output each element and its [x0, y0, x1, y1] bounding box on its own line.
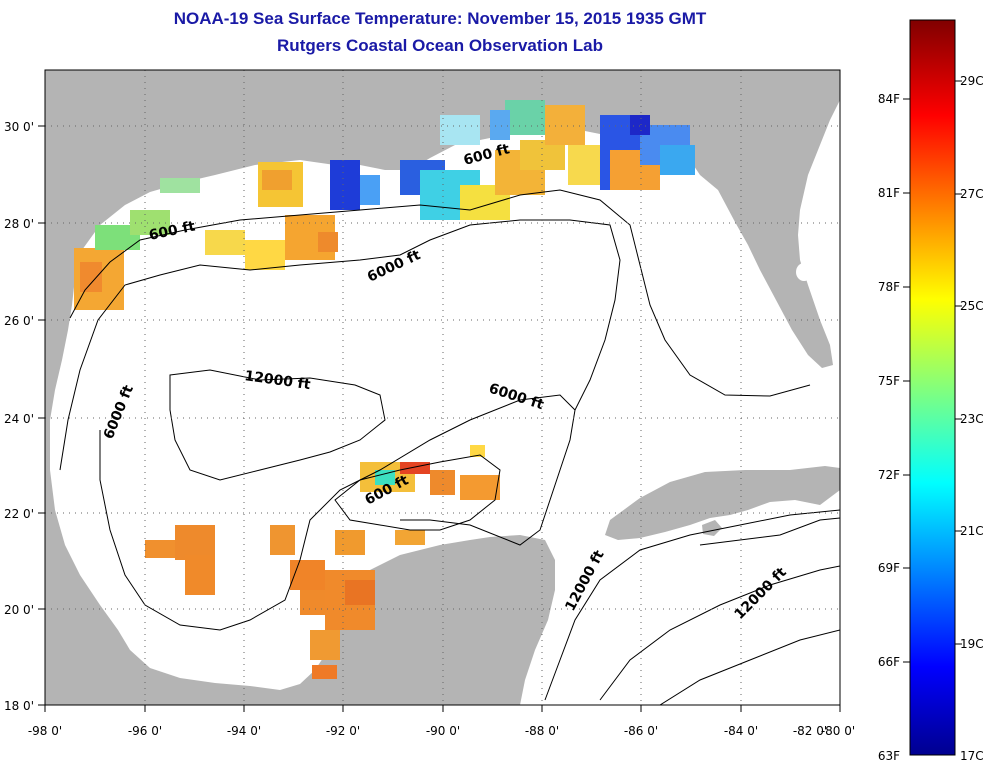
- lon-label: -98 0': [28, 724, 62, 738]
- contour-caribbean-2: [599, 565, 840, 701]
- lat-label: 30 0': [4, 120, 34, 134]
- lat-label: 18 0': [4, 699, 34, 713]
- map-subtitle: Rutgers Coastal Ocean Observation Lab: [277, 36, 603, 55]
- colorbar-f-label: 78F: [878, 280, 900, 294]
- lon-label: -90 0': [426, 724, 460, 738]
- colorbar-c-label: 23C: [960, 412, 984, 426]
- lon-label: -88 0': [525, 724, 559, 738]
- colorbar-ticks: [903, 80, 962, 663]
- colorbar-f-label: 81F: [878, 186, 900, 200]
- colorbar-f-labels: 84F 81F 78F 75F 72F 69F 66F 63F: [878, 92, 900, 763]
- lon-label: -86 0': [624, 724, 658, 738]
- contour-600ft-north: [69, 189, 811, 397]
- lat-label: 20 0': [4, 603, 34, 617]
- contour-12000ft-caribbean: [544, 509, 840, 701]
- contour-caribbean-3: [659, 629, 840, 705]
- lon-label: -96 0': [128, 724, 162, 738]
- lat-label: 24 0': [4, 412, 34, 426]
- lon-label: -92 0': [326, 724, 360, 738]
- frame-ticks: [38, 125, 841, 712]
- colorbar-c-labels: 29C 27C 25C 23C 21C 19C 17C: [960, 74, 984, 763]
- colorbar-f-label: 72F: [878, 468, 900, 482]
- lon-label: -94 0': [227, 724, 261, 738]
- lat-labels: 18 0' 20 0' 22 0' 24 0' 26 0' 28 0' 30 0…: [4, 120, 34, 713]
- lake-okeechobee: [796, 263, 812, 281]
- contour-12000ft: [169, 369, 386, 481]
- contour-600ft-yucatan: [334, 454, 501, 531]
- colorbar-c-label: 21C: [960, 524, 984, 538]
- lat-label: 28 0': [4, 217, 34, 231]
- lon-label: -84 0': [724, 724, 758, 738]
- lon-labels: -98 0' -96 0' -94 0' -92 0' -90 0' -88 0…: [28, 724, 855, 738]
- colorbar-f-label: 66F: [878, 655, 900, 669]
- contour-6000ft-west: [99, 394, 576, 631]
- land-yucatan: [490, 535, 555, 705]
- contour-caribbean-4: [699, 517, 840, 546]
- graticule: [45, 70, 840, 705]
- colorbar-c-label: 27C: [960, 187, 984, 201]
- colorbar: [909, 19, 956, 756]
- map-title: NOAA-19 Sea Surface Temperature: Novembe…: [173, 9, 707, 28]
- colorbar-c-label: 19C: [960, 637, 984, 651]
- colorbar-f-label: 69F: [878, 561, 900, 575]
- colorbar-f-label: 75F: [878, 374, 900, 388]
- colorbar-f-label: 84F: [878, 92, 900, 106]
- contour-6000ft: [59, 219, 621, 546]
- lat-label: 26 0': [4, 314, 34, 328]
- colorbar-f-label: 63F: [878, 749, 900, 763]
- contours: [59, 189, 840, 705]
- colorbar-c-label: 17C: [960, 749, 984, 763]
- lon-label: -80 0': [821, 724, 855, 738]
- lat-label: 22 0': [4, 507, 34, 521]
- land-us-coast: [45, 70, 840, 705]
- colorbar-c-label: 29C: [960, 74, 984, 88]
- land-cuba: [605, 466, 840, 540]
- lon-label: -82 0': [793, 724, 827, 738]
- colorbar-c-label: 25C: [960, 299, 984, 313]
